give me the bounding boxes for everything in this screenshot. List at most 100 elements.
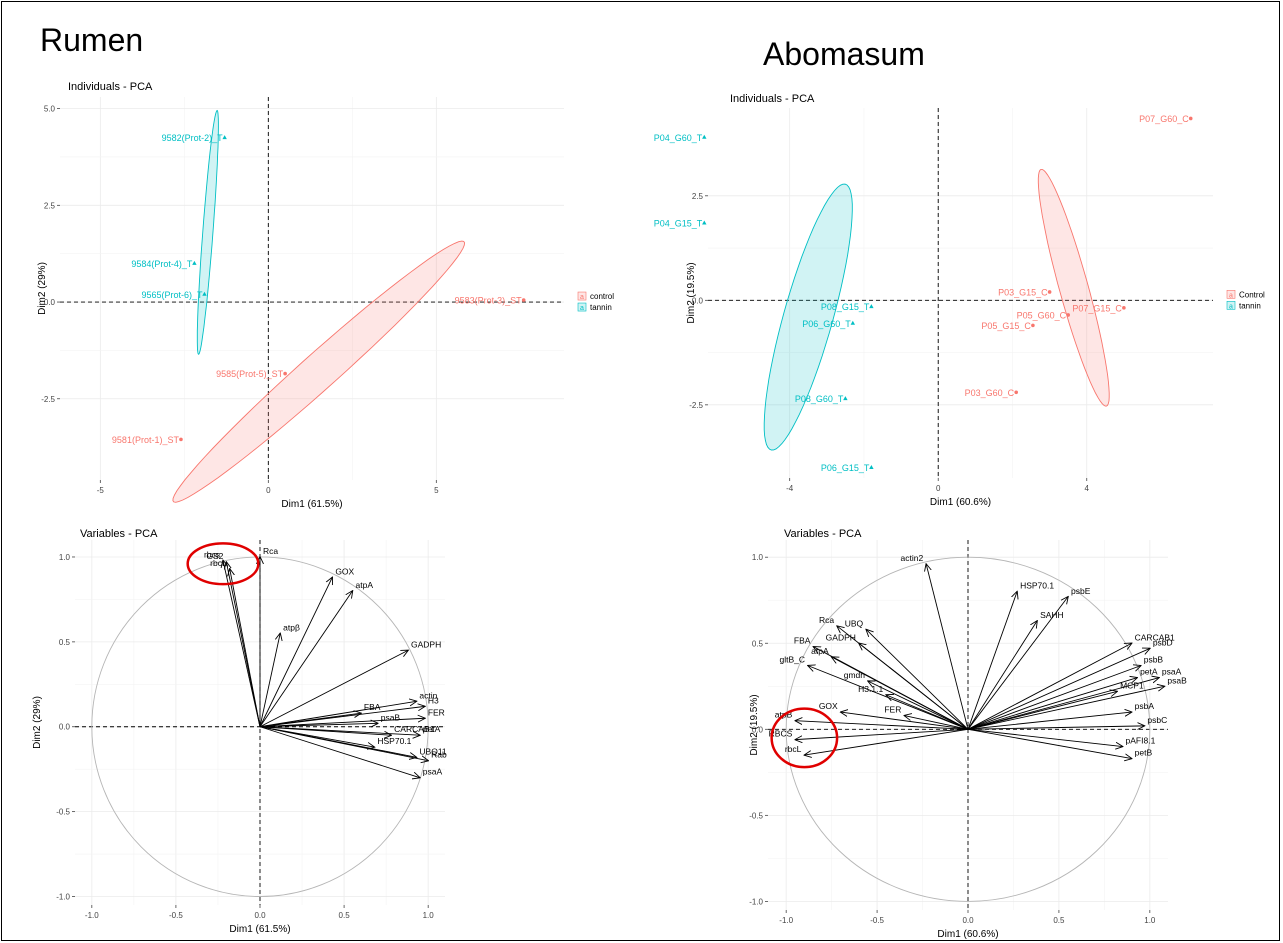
data-point bbox=[843, 396, 848, 401]
legend-label: tannin bbox=[1239, 301, 1261, 310]
variable-label: FER bbox=[428, 707, 445, 717]
y-tick-label: 0.0 bbox=[44, 298, 56, 307]
legend-key bbox=[1226, 301, 1236, 310]
variable-label: FER bbox=[884, 705, 901, 715]
rumen-title: Rumen bbox=[40, 22, 144, 58]
correlation-circle bbox=[785, 556, 1151, 902]
y-tick-label: -0.5 bbox=[749, 811, 763, 820]
x-tick-label: 0.5 bbox=[1053, 916, 1065, 925]
data-point bbox=[1188, 116, 1193, 121]
point-label: P08_G15_T bbox=[821, 302, 870, 312]
variable-label: actin bbox=[419, 690, 437, 700]
data-point bbox=[222, 135, 227, 140]
x-tick-label: -0.5 bbox=[169, 911, 183, 920]
variable-arrow bbox=[259, 591, 353, 727]
x-tick-label: -1.0 bbox=[85, 911, 99, 920]
variable-label: psbC bbox=[1147, 715, 1167, 725]
x-axis-label: Dim1 (61.5%) bbox=[281, 499, 342, 510]
data-point bbox=[1014, 390, 1018, 395]
point-label: P06_G15_T bbox=[821, 463, 870, 473]
variable-label: GADPH bbox=[826, 632, 856, 642]
variable-arrow bbox=[223, 560, 261, 727]
panel-1: -1.0 -0.5 0.0 0.5 1.0 -1.0 -0.5 0.0 0.5 1.0 Variab… bbox=[32, 528, 447, 935]
variable-arrow bbox=[904, 716, 969, 730]
variable-label: GOX bbox=[335, 566, 354, 576]
y-tick-label: 5.0 bbox=[44, 105, 56, 114]
variable-label: MCP1 bbox=[1120, 680, 1144, 690]
point-label: P04_G60_T bbox=[654, 133, 703, 143]
y-tick-label: -0.5 bbox=[56, 808, 70, 817]
variable-label: psbD bbox=[1153, 637, 1173, 647]
variable-label: CARCAB1 bbox=[394, 724, 434, 734]
variable-arrow bbox=[832, 657, 969, 730]
variable-label: actin2 bbox=[900, 553, 923, 563]
legend-label: tannin bbox=[590, 303, 612, 312]
x-tick-label: -0.5 bbox=[870, 916, 884, 925]
panel-2: -4 0 4 -2.5 0.0 2.5 Individuals - PCA Dim1 (60.… bbox=[654, 93, 1265, 508]
variable-label: atpβ bbox=[283, 622, 300, 632]
x-tick-label: 0.5 bbox=[339, 911, 351, 920]
variable-arrow bbox=[866, 629, 969, 730]
variable-arrow bbox=[967, 666, 1141, 730]
y-tick-label: 1.0 bbox=[752, 553, 764, 562]
x-tick-label: -1.0 bbox=[779, 916, 793, 925]
panel-3: -1.0 -0.5 0.0 0.5 1.0 -1.0 -0.5 0.0 0.5 1.0 Variab… bbox=[749, 528, 1187, 940]
point-label: P06_G60_T bbox=[802, 319, 851, 329]
data-point bbox=[179, 437, 183, 442]
variable-label: FBA bbox=[364, 702, 381, 712]
panel-title: Individuals - PCA bbox=[68, 81, 153, 93]
y-tick-label: 2.5 bbox=[692, 192, 704, 201]
variable-label: atpA bbox=[356, 580, 374, 590]
x-tick-label: 0.0 bbox=[962, 916, 974, 925]
y-tick-label: 1.0 bbox=[59, 553, 71, 562]
variable-label: Rab bbox=[431, 750, 447, 760]
variable-label: H3 bbox=[428, 695, 439, 705]
variable-arrow bbox=[967, 691, 1117, 730]
variable-label: rbcs bbox=[204, 549, 220, 559]
variable-arrow bbox=[259, 723, 378, 726]
x-axis-label: Dim1 (60.6%) bbox=[937, 929, 998, 940]
variable-arrow bbox=[926, 564, 969, 730]
x-tick-label: 5 bbox=[434, 486, 439, 495]
panel-title: Variables - PCA bbox=[80, 528, 158, 540]
point-label: 9585(Prot-5)_ST bbox=[216, 369, 284, 379]
point-label: P03_G60_C bbox=[965, 388, 1015, 398]
variable-label: psaA bbox=[423, 767, 443, 777]
y-tick-label: 0.5 bbox=[752, 639, 764, 648]
variable-arrow bbox=[808, 666, 969, 730]
point-label: 9583(Prot-3)_ST bbox=[455, 296, 523, 306]
point-label: P05_G60_C bbox=[1017, 310, 1067, 320]
confidence-ellipse-tannin bbox=[196, 109, 219, 355]
y-tick-label: -2.5 bbox=[689, 401, 703, 410]
variable-label: petB bbox=[1135, 748, 1153, 758]
legend-key-glyph: a bbox=[1229, 303, 1233, 310]
variable-arrow bbox=[967, 678, 1137, 730]
data-point bbox=[1047, 290, 1052, 294]
variable-arrow bbox=[967, 726, 1144, 729]
variable-arrow bbox=[259, 713, 361, 728]
variable-label: GOX bbox=[819, 701, 838, 711]
confidence-ellipse-control bbox=[172, 240, 466, 503]
data-point bbox=[521, 298, 526, 302]
variable-arrow bbox=[967, 678, 1159, 730]
x-axis-label: Dim1 (60.6%) bbox=[930, 497, 991, 508]
highlight-circle bbox=[186, 542, 260, 586]
variable-arrow bbox=[804, 728, 969, 755]
variable-label: Rca bbox=[819, 615, 834, 625]
point-label: 9584(Prot-4)_T bbox=[131, 259, 193, 269]
y-tick-label: 0.0 bbox=[752, 725, 764, 734]
variable-arrow bbox=[259, 650, 408, 728]
data-point bbox=[202, 291, 207, 296]
x-tick-label: -5 bbox=[97, 486, 105, 495]
x-tick-label: 1.0 bbox=[1144, 916, 1156, 925]
variable-arrow bbox=[967, 643, 1132, 730]
variable-arrow bbox=[259, 726, 391, 735]
data-point bbox=[850, 320, 856, 325]
point-label: P03_G15_C bbox=[998, 287, 1048, 297]
y-tick-label: 0.0 bbox=[692, 296, 704, 305]
variable-arrow bbox=[259, 577, 332, 727]
panel-title: Variables - PCA bbox=[784, 528, 862, 540]
variable-arrow bbox=[967, 712, 1132, 730]
variable-arrow bbox=[259, 726, 420, 778]
legend-key-glyph: a bbox=[580, 294, 584, 301]
